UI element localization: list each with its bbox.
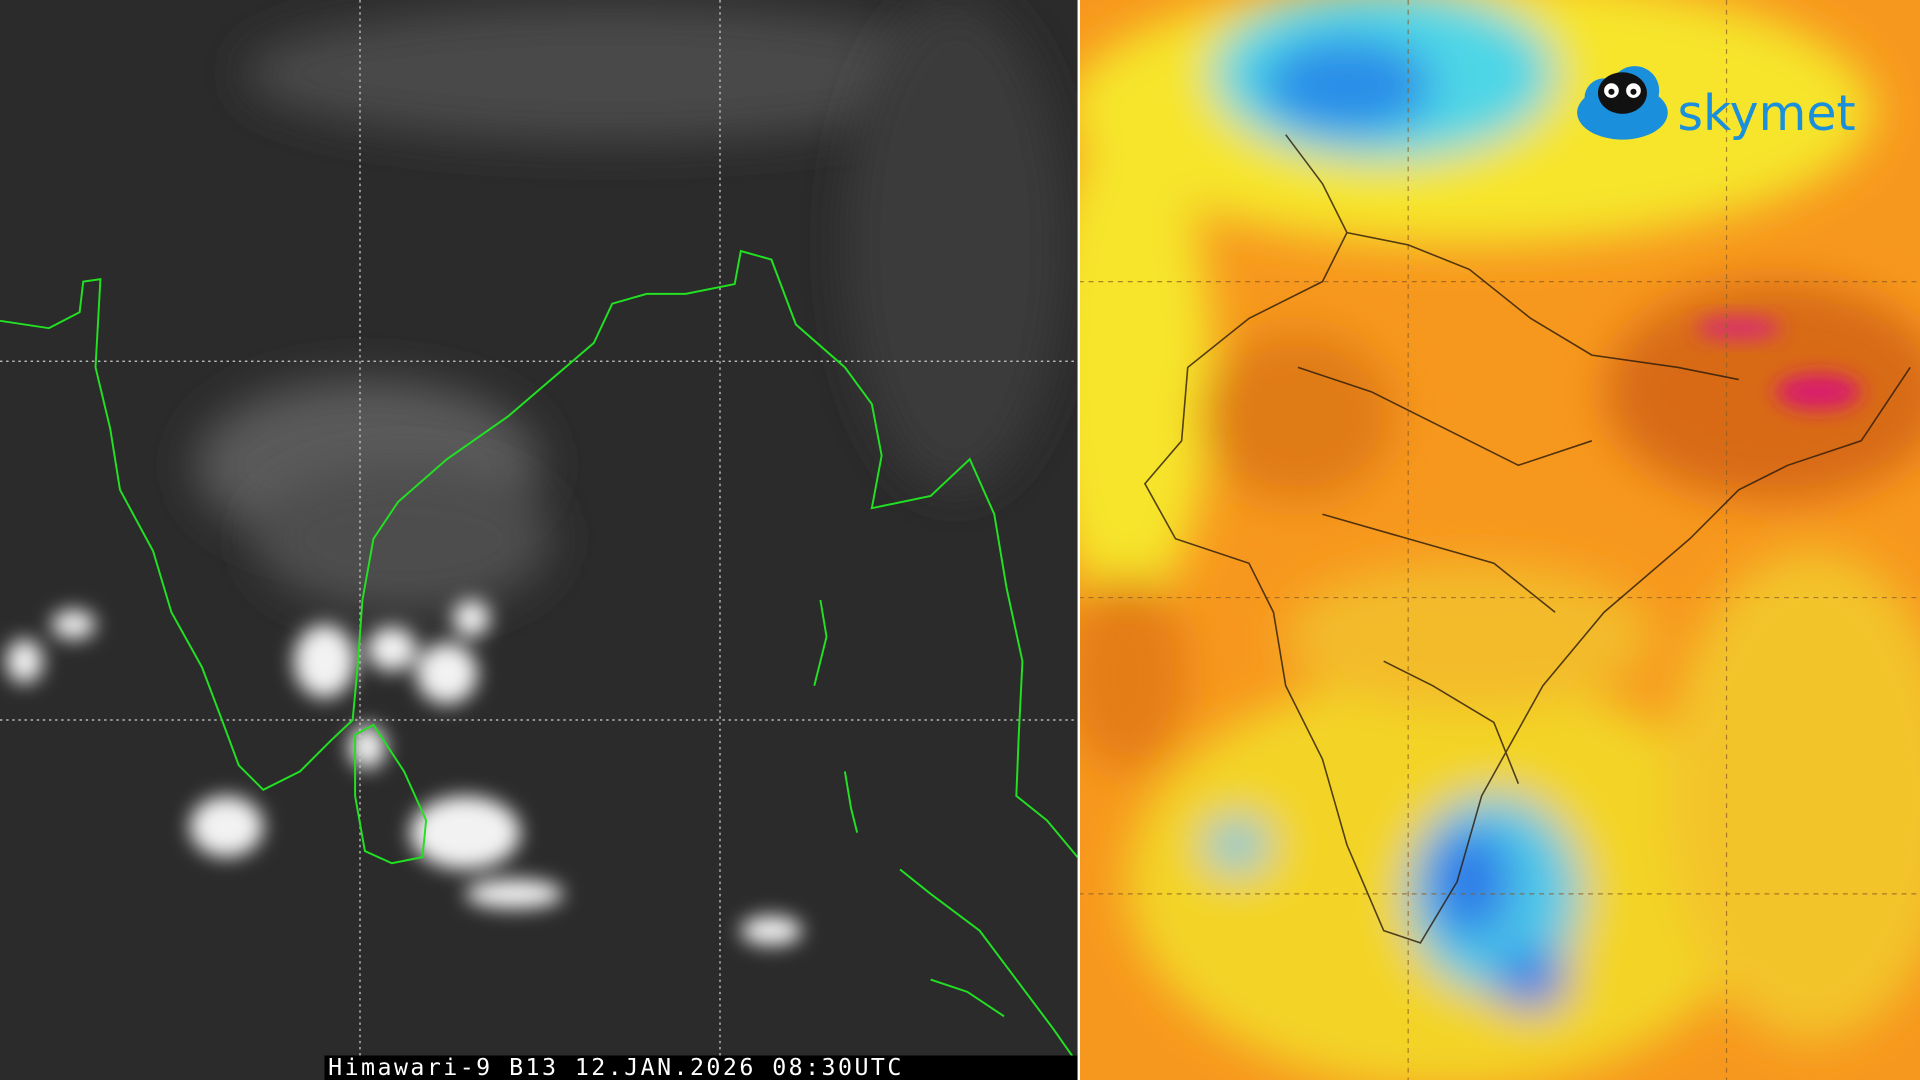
- satellite-panel: Himawari-9 B13 12.JAN.2026 08:30UTC: [0, 0, 1079, 1080]
- borders: [1143, 134, 1911, 944]
- analysis-panel: skymet: [1078, 0, 1920, 1080]
- caption: Himawari-9 B13 12.JAN.2026 08:30UTC: [328, 1054, 904, 1080]
- logo-text: skymet: [1678, 85, 1856, 142]
- logo: skymet: [1577, 66, 1856, 142]
- coastline: [0, 249, 1079, 1066]
